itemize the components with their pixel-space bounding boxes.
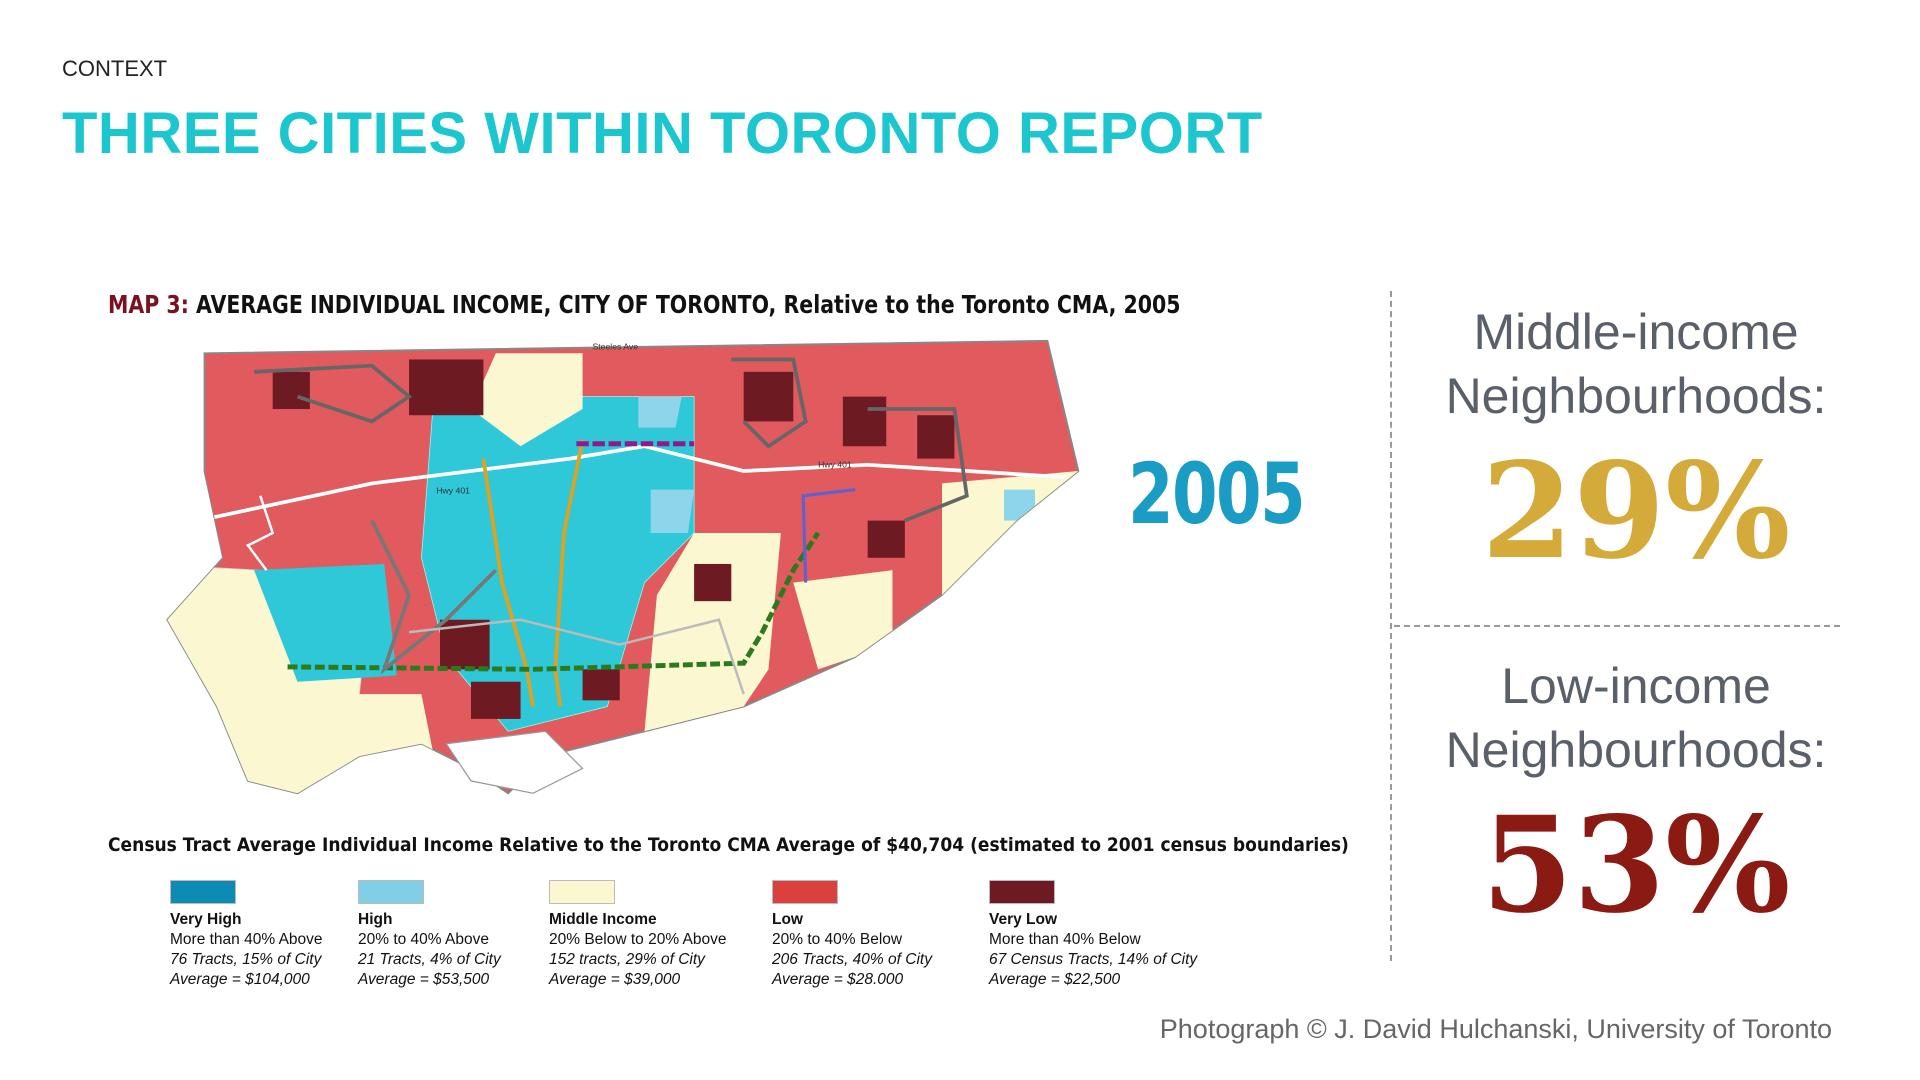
legend-description: More than 40% Below (989, 931, 1141, 948)
map-title: MAP 3: AVERAGE INDIVIDUAL INCOME, CITY O… (108, 290, 1181, 319)
legend-swatch (989, 880, 1055, 904)
legend-name: Low (772, 911, 803, 928)
street-label: Hwy 401 (436, 485, 470, 495)
stat-value: 29% (1481, 434, 1791, 589)
map-title-main: AVERAGE INDIVIDUAL INCOME, CITY OF TORON… (196, 290, 777, 319)
legend-item: Low 20% to 40% Below 206 Tracts, 40% of Ci… (772, 880, 932, 990)
legend-count: 152 tracts, 29% of City (549, 951, 705, 968)
stat-value: 53% (1481, 788, 1791, 943)
legend-description: 20% Below to 20% Above (549, 931, 727, 948)
legend-name: High (358, 911, 393, 928)
stat-label-line: Low-income (1501, 658, 1771, 714)
legend-count: 21 Tracts, 4% of City (358, 951, 501, 968)
legend-count: 67 Census Tracts, 14% of City (989, 951, 1198, 968)
legend-item: High 20% to 40% Above 21 Tracts, 4% of Cit… (358, 880, 501, 990)
legend-average: Average = $39,000 (549, 971, 681, 988)
legend-description: More than 40% Above (170, 931, 323, 948)
stat-label-line: Middle-income (1473, 304, 1799, 360)
street-label: Hwy 401 (818, 459, 852, 469)
stat-label-line: Neighbourhoods: (1445, 368, 1827, 424)
stat-label: Middle-income Neighbourhoods: (1386, 300, 1886, 428)
map-body: Steeles Ave Hwy 401 Hwy 401 (166, 339, 1080, 795)
legend-item: Middle Income 20% Below to 20% Above 152 t… (549, 880, 727, 990)
stat-label: Low-income Neighbourhoods: (1386, 654, 1886, 782)
year-label: 2005 (1128, 445, 1306, 543)
legend-swatch (170, 880, 236, 904)
divider (1390, 291, 1392, 961)
legend-description: 20% to 40% Above (358, 931, 489, 948)
legend-average: Average = $53,500 (358, 971, 490, 988)
legend-average: Average = $22,500 (989, 971, 1121, 988)
legend-item: Very High More than 40% Above 76 Tracts, 1… (170, 880, 323, 990)
legend-average: Average = $104,000 (170, 971, 310, 988)
legend-count: 76 Tracts, 15% of City (170, 951, 322, 968)
legend-name: Very Low (989, 911, 1058, 928)
legend-name: Very High (170, 911, 242, 928)
legend-item: Very Low More than 40% Below 67 Census Tra… (989, 880, 1197, 990)
map-title-suffix: Relative to the Toronto CMA, 2005 (783, 290, 1181, 319)
legend-title: Census Tract Average Individual Income R… (108, 834, 1349, 856)
stat-label-line: Neighbourhoods: (1445, 722, 1827, 778)
legend-description: 20% to 40% Below (772, 931, 903, 948)
legend-name: Middle Income (549, 911, 657, 928)
street-label: Steeles Ave (592, 342, 638, 352)
legend-count: 206 Tracts, 40% of City (772, 951, 932, 968)
slide-title: THREE CITIES WITHIN TORONTO REPORT (62, 101, 1263, 166)
legend-average: Average = $28.000 (772, 971, 904, 988)
map-title-prefix: MAP 3: (108, 290, 189, 319)
divider (1394, 625, 1840, 627)
map: Steeles Ave Hwy 401 Hwy 401 (166, 339, 1080, 795)
legend-swatch (549, 880, 615, 904)
photo-credit: Photograph © J. David Hulchanski, Univer… (1159, 1014, 1832, 1044)
section-label: CONTEXT (62, 56, 168, 81)
legend-swatch (772, 880, 838, 904)
legend-swatch (358, 880, 424, 904)
